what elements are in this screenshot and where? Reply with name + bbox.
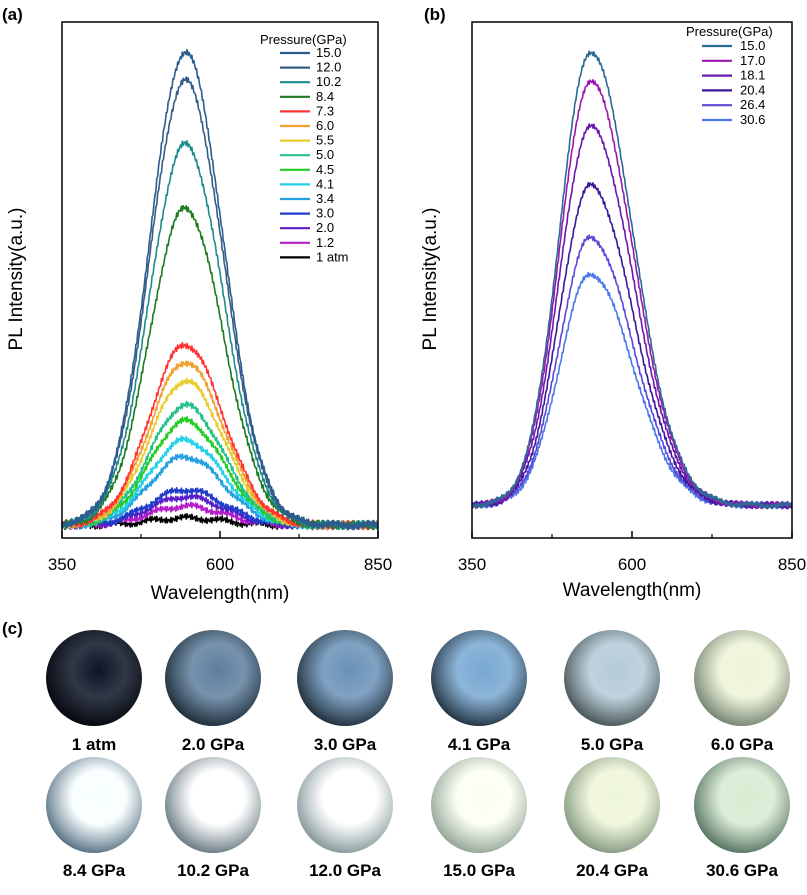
sample-photo [431,757,527,853]
sample-photo [694,757,790,853]
chart-b-legend-label: 15.0 [740,38,765,53]
sample-photo-caption: 15.0 GPa [443,861,515,880]
chart-b-legend-title: Pressure(GPa) [686,24,773,39]
chart-b-x-tick-label: 850 [778,555,806,574]
sample-photo [46,630,142,726]
chart-b-legend-label: 17.0 [740,53,765,68]
chart-b-legend-label: 26.4 [740,97,765,112]
chart-a-legend-label: 3.4 [316,191,334,206]
sample-photo-caption: 30.6 GPa [706,861,778,880]
sample-photo-caption: 4.1 GPa [448,735,511,754]
sample-photo [297,630,393,726]
chart-a-series-line [61,341,379,531]
chart-a-legend-label: 1 atm [316,249,349,264]
sample-photo-caption: 8.4 GPa [63,861,126,880]
chart-a-legend-label: 5.5 [316,133,334,148]
chart-b-x-ticks: 350 600 850 [458,531,806,574]
chart-b-x-tick-label: 350 [458,555,486,574]
chart-a-legend-label: 8.4 [316,89,334,104]
chart-a-x-tick-label: 600 [206,555,234,574]
sample-photo-caption: 5.0 GPa [581,735,644,754]
chart-b-y-axis-title: PL Intensity(a.u.) [420,208,441,351]
chart-a-legend-label: 12.0 [316,60,341,75]
chart-a-x-tick-label: 850 [364,555,392,574]
chart-a-legend-label: 15.0 [316,45,341,60]
chart-panel-b: 350 600 850 Pressure(GPa) 15.017.018.120.4… [420,21,806,601]
chart-a-series-line [61,48,379,531]
sample-photo [297,757,393,853]
sample-photo-caption: 1 atm [72,735,116,754]
chart-a-legend-label: 1.2 [316,235,334,250]
chart-a-x-tick-label: 350 [48,555,76,574]
chart-a-legend-label: 10.2 [316,74,341,89]
chart-a-x-ticks: 350 600 850 [48,531,392,574]
chart-b-series-line [471,123,793,510]
chart-b-x-axis-title: Wavelength(nm) [563,580,702,601]
sample-photo-caption: 3.0 GPa [314,735,377,754]
sample-photo-caption: 6.0 GPa [711,735,774,754]
sample-photo-caption: 2.0 GPa [182,735,245,754]
chart-a-legend: Pressure(GPa) 15.012.010.28.47.36.05.55.… [260,32,349,264]
chart-a-series-line [61,360,379,531]
panel-c-label: (c) [2,619,23,638]
chart-a-legend-label: 7.3 [316,103,334,118]
chart-b-series-line [471,79,793,510]
chart-panel-a: 350 600 850 Pressure(GPa) 15.012.010.28.47… [6,21,392,604]
sample-photo [46,757,142,853]
chart-a-x-axis-title: Wavelength(nm) [151,583,290,604]
sample-photo [564,757,660,853]
chart-a-series-group [61,48,379,531]
chart-b-legend-label: 20.4 [740,82,765,97]
chart-b-series-line [471,234,793,510]
chart-a-legend-title: Pressure(GPa) [260,32,347,47]
chart-a-legend-label: 2.0 [316,220,334,235]
chart-b-legend-label: 30.6 [740,112,765,127]
sample-photo [165,630,261,726]
sample-photo-caption: 10.2 GPa [177,861,249,880]
sample-photo-caption: 12.0 GPa [309,861,381,880]
chart-b-legend-label: 18.1 [740,68,765,83]
chart-b-legend: Pressure(GPa) 15.017.018.120.426.430.6 [686,24,773,127]
sample-photo [431,630,527,726]
chart-b-series-line [471,50,793,510]
chart-a-series-line [61,140,379,531]
chart-b-series-group [471,50,793,510]
sample-photo [165,757,261,853]
sample-photo [694,630,790,726]
panel-b-label: (b) [424,5,446,24]
chart-b-series-line [471,182,793,510]
sample-photo [564,630,660,726]
panel-a-label: (a) [2,5,23,24]
chart-a-legend-label: 4.1 [316,176,334,191]
chart-a-legend-label: 4.5 [316,162,334,177]
chart-b-series-line [471,271,793,510]
chart-a-legend-label: 5.0 [316,147,334,162]
photo-grid: 1 atm 2.0 GPa 3.0 GPa 4.1 GPa 5.0 GPa 6.0 GPa… [46,630,790,880]
chart-b-x-tick-label: 600 [618,555,646,574]
chart-a-y-axis-title: PL Intensity(a.u.) [6,208,27,351]
chart-a-legend-label: 3.0 [316,206,334,221]
sample-photo-caption: 20.4 GPa [576,861,648,880]
chart-a-legend-label: 6.0 [316,118,334,133]
